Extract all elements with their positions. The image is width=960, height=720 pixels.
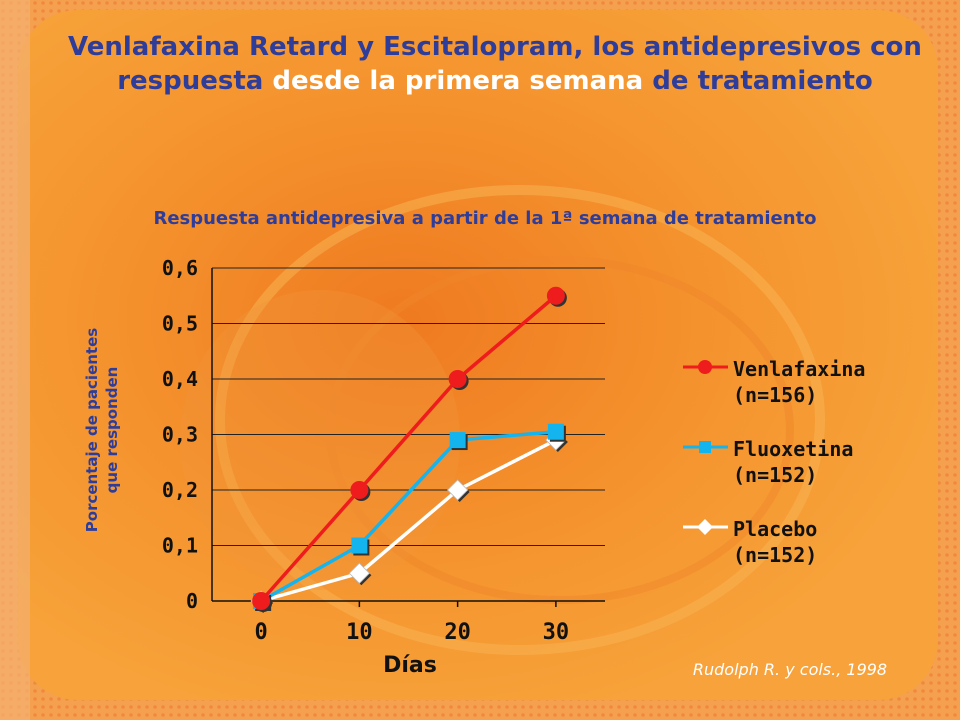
x-tick-label: 30 <box>543 620 570 645</box>
legend-item-fluoxetina: Fluoxetina (n=152) <box>683 435 933 515</box>
y-tick-label: 0 <box>186 589 198 613</box>
y-tick-label: 0,5 <box>162 312 198 336</box>
legend-item-placebo: Placebo (n=152) <box>683 515 933 595</box>
fluoxetina-point <box>547 423 564 440</box>
legend-sample-size: (n=152) <box>733 543 818 567</box>
legend-item-venlafaxina: Venlafaxina (n=156) <box>683 355 933 435</box>
legend-marker-venlafaxina <box>683 360 728 374</box>
y-tick-label: 0,2 <box>162 478 198 502</box>
venlafaxina-series-line <box>259 294 558 603</box>
fluoxetina-point <box>351 537 368 554</box>
venlafaxina-point <box>448 370 467 388</box>
fluoxetina-series-line <box>260 429 557 603</box>
x-tick-label: 10 <box>346 620 373 645</box>
legend-marker-fluoxetina <box>683 441 728 453</box>
y-tick-label: 0,3 <box>162 423 198 447</box>
chart-title: Respuesta antidepresiva a partir de la 1… <box>153 208 817 229</box>
placebo-series-line <box>260 438 557 603</box>
chart-legend: Venlafaxina (n=156) Fluoxetina (n=152) Place… <box>683 355 933 595</box>
slide-title: Venlafaxina Retard y Escitalopram, los a… <box>40 30 950 98</box>
citation: Rudolph R. y cols., 1998 <box>692 660 888 679</box>
legend-sample-size: (n=152) <box>733 463 818 487</box>
x-axis-label: Días <box>383 653 437 678</box>
x-tick-label: 0 <box>255 620 268 645</box>
x-tick-label: 20 <box>444 620 471 645</box>
venlafaxina-point <box>252 592 271 610</box>
y-tick-label: 0,6 <box>162 256 198 280</box>
title-part-1: Venlafaxina Retard y Escitalopram, los a… <box>68 32 922 96</box>
title-part-3: de tratamiento <box>643 66 873 96</box>
venlafaxina-point <box>546 286 565 305</box>
legend-sample-size: (n=156) <box>733 383 818 407</box>
y-tick-label: 0,1 <box>162 534 198 558</box>
fluoxetina-point <box>449 432 466 449</box>
legend-label: Venlafaxina <box>733 357 866 381</box>
placebo-point <box>447 479 469 501</box>
venlafaxina-point <box>350 481 369 499</box>
legend-marker-placebo <box>683 519 728 535</box>
placebo-point <box>348 562 370 584</box>
title-highlight: desde la primera semana <box>272 66 644 96</box>
legend-label: Placebo <box>733 517 818 541</box>
legend-label: Fluoxetina <box>733 437 854 461</box>
y-tick-label: 0,4 <box>162 367 198 391</box>
